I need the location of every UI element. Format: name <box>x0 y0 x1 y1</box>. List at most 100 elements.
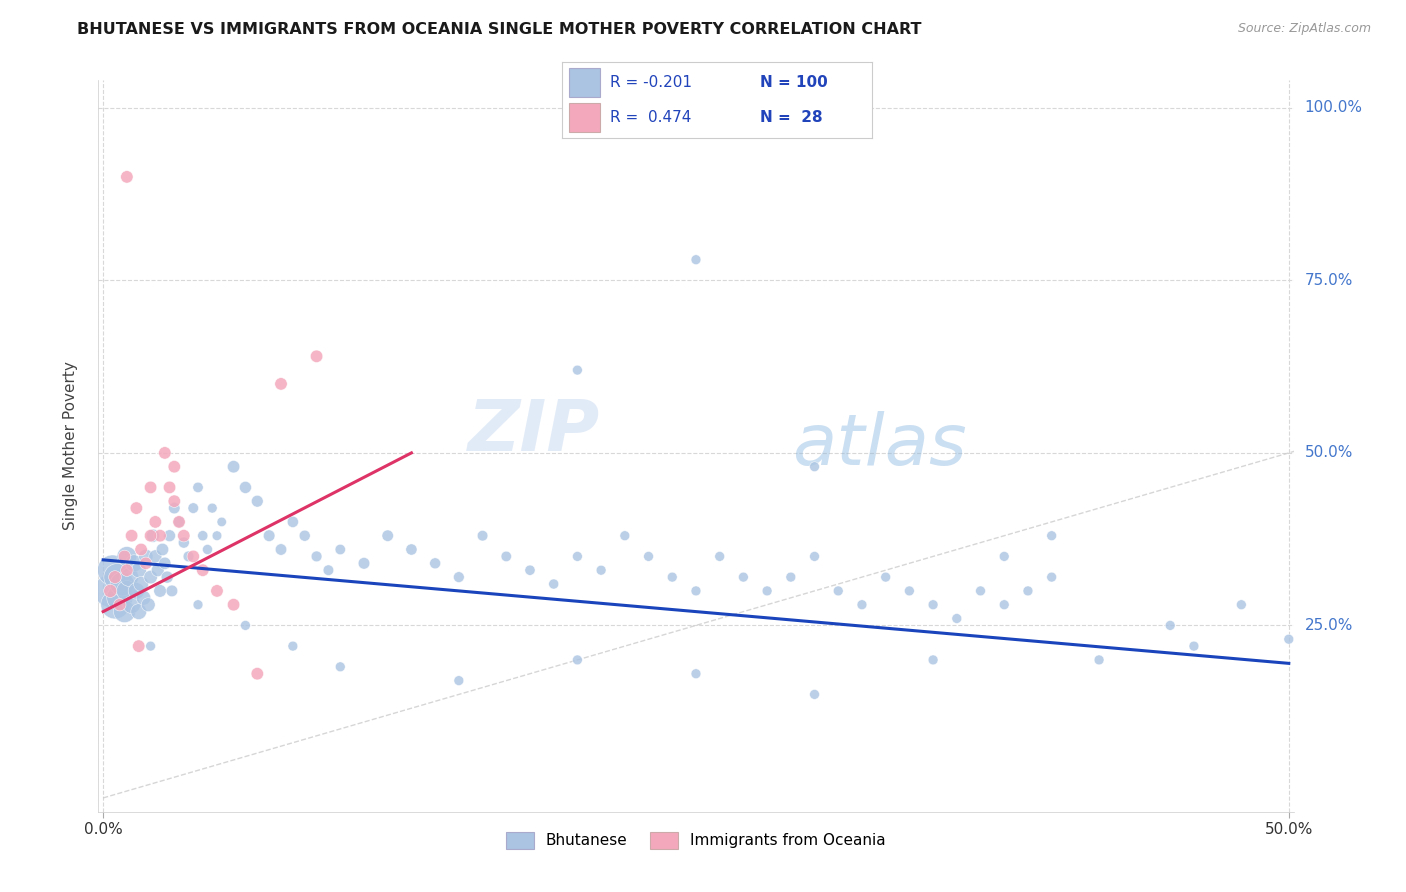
Point <box>519 563 541 577</box>
Point <box>181 501 204 516</box>
Point <box>191 529 214 543</box>
Point <box>756 583 779 598</box>
Point <box>1278 632 1301 647</box>
Point <box>173 529 195 543</box>
Point <box>257 529 280 543</box>
Point <box>132 591 155 605</box>
Point <box>543 577 565 591</box>
Point <box>591 563 613 577</box>
Point <box>318 563 340 577</box>
Point <box>177 549 200 564</box>
Point <box>128 639 150 653</box>
Text: Source: ZipAtlas.com: Source: ZipAtlas.com <box>1237 22 1371 36</box>
Point <box>98 583 121 598</box>
Point <box>135 557 157 571</box>
Point <box>305 549 328 564</box>
Point <box>108 591 131 605</box>
Point <box>114 549 136 564</box>
Point <box>1088 653 1111 667</box>
Text: N = 100: N = 100 <box>761 75 828 90</box>
Legend: Bhutanese, Immigrants from Oceania: Bhutanese, Immigrants from Oceania <box>501 825 891 855</box>
Point <box>1040 529 1063 543</box>
Point <box>104 598 127 612</box>
Point <box>197 542 219 557</box>
Point <box>205 583 228 598</box>
FancyBboxPatch shape <box>568 103 599 132</box>
Point <box>139 480 162 494</box>
Text: R = -0.201: R = -0.201 <box>610 75 692 90</box>
Point <box>211 515 233 529</box>
Point <box>146 563 169 577</box>
Point <box>205 529 228 543</box>
Point <box>1040 570 1063 584</box>
Point <box>803 549 825 564</box>
Point <box>803 687 825 701</box>
Point <box>803 459 825 474</box>
Point <box>1017 583 1039 598</box>
Point <box>129 542 152 557</box>
Point <box>159 480 181 494</box>
Point <box>270 376 292 391</box>
Point <box>167 515 190 529</box>
Text: 75.0%: 75.0% <box>1305 273 1353 288</box>
Point <box>246 666 269 681</box>
Text: atlas: atlas <box>792 411 966 481</box>
Point <box>142 529 165 543</box>
Point <box>281 639 304 653</box>
Point <box>281 515 304 529</box>
Point <box>153 446 176 460</box>
Y-axis label: Single Mother Poverty: Single Mother Poverty <box>63 361 77 531</box>
Point <box>875 570 897 584</box>
Point <box>1159 618 1181 632</box>
Point <box>270 542 292 557</box>
Point <box>187 480 209 494</box>
Point <box>305 349 328 363</box>
Point <box>993 549 1015 564</box>
Point <box>329 660 352 674</box>
Point <box>495 549 517 564</box>
Point <box>222 598 245 612</box>
Point <box>191 563 214 577</box>
Point <box>187 598 209 612</box>
Point <box>567 549 589 564</box>
Point <box>246 494 269 508</box>
Point <box>115 563 138 577</box>
Point <box>946 611 969 625</box>
Point <box>294 529 316 543</box>
Point <box>685 583 707 598</box>
Point <box>163 501 186 516</box>
Point <box>114 605 136 619</box>
Point <box>152 542 174 557</box>
Point <box>851 598 873 612</box>
Point <box>101 563 124 577</box>
Point <box>235 480 257 494</box>
Point <box>125 501 148 516</box>
Point <box>135 549 157 564</box>
Point <box>733 570 755 584</box>
Point <box>613 529 636 543</box>
Point <box>661 570 683 584</box>
Point <box>222 459 245 474</box>
Point <box>181 549 204 564</box>
Point <box>993 598 1015 612</box>
Text: BHUTANESE VS IMMIGRANTS FROM OCEANIA SINGLE MOTHER POVERTY CORRELATION CHART: BHUTANESE VS IMMIGRANTS FROM OCEANIA SIN… <box>77 22 922 37</box>
Point <box>159 529 181 543</box>
Point <box>111 577 134 591</box>
Point <box>160 583 183 598</box>
Point <box>167 515 190 529</box>
Point <box>153 557 176 571</box>
Point <box>98 583 121 598</box>
Point <box>139 639 162 653</box>
Point <box>922 598 945 612</box>
Point <box>637 549 659 564</box>
Point <box>447 673 470 688</box>
Point <box>143 549 166 564</box>
Point <box>121 529 143 543</box>
Point <box>377 529 399 543</box>
Point <box>779 570 801 584</box>
Point <box>108 598 131 612</box>
Text: 25.0%: 25.0% <box>1305 618 1353 633</box>
Point <box>163 459 186 474</box>
Point <box>115 549 138 564</box>
Point <box>105 570 128 584</box>
